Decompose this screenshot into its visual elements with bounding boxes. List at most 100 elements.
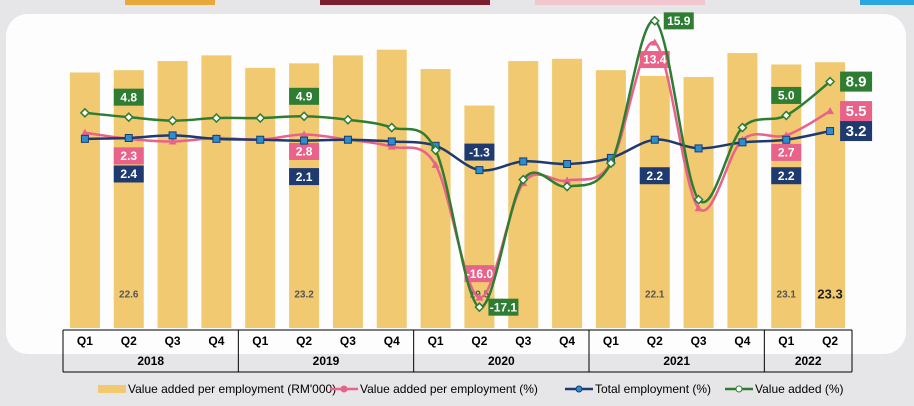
data-label-text: 2.7 — [778, 146, 795, 160]
bar-value-label: 22.1 — [645, 290, 665, 301]
data-label: 3.2 — [840, 121, 873, 142]
x-tick-label: Q4 — [384, 334, 400, 348]
x-tick-label: Q2 — [647, 334, 663, 348]
data-label: 2.2 — [771, 167, 802, 185]
data-label: 2.8 — [289, 143, 320, 161]
bar — [332, 55, 363, 328]
marker — [79, 107, 90, 118]
marker — [123, 112, 134, 123]
x-tick-label: Q1 — [603, 334, 619, 348]
data-label: 5.0 — [771, 86, 802, 104]
x-tick-label: Q3 — [340, 334, 356, 348]
tab — [320, 0, 490, 5]
marker — [519, 157, 528, 166]
data-label-box — [113, 88, 144, 106]
data-label-box — [464, 143, 495, 161]
marker — [343, 135, 352, 144]
data-label-box — [771, 143, 802, 161]
x-group-label: 2022 — [795, 354, 822, 368]
data-label: -1.3 — [464, 143, 495, 161]
data-label: 5.5 — [840, 101, 873, 122]
x-group-label: 2021 — [663, 354, 690, 368]
marker — [168, 131, 177, 140]
bar — [245, 67, 276, 329]
data-label: 13.4 — [639, 51, 670, 69]
legend-swatch — [575, 385, 583, 393]
data-label-box — [289, 143, 320, 161]
bar — [420, 69, 451, 328]
bar — [508, 61, 539, 329]
marker — [693, 194, 704, 205]
x-group-label: 2019 — [313, 354, 340, 368]
x-tick-label: Q3 — [515, 334, 531, 348]
marker — [256, 135, 265, 144]
data-label-text: 4.8 — [120, 90, 137, 104]
bar-value-label: 23.1 — [777, 290, 797, 301]
data-label: 2.1 — [289, 168, 320, 186]
marker — [738, 138, 747, 147]
marker — [300, 136, 309, 145]
marker — [826, 107, 835, 115]
data-label-text: 2.2 — [646, 169, 663, 183]
x-tick-label: Q2 — [121, 334, 137, 348]
x-group-label: 2018 — [137, 354, 164, 368]
data-label-text: 5.5 — [846, 103, 867, 120]
bar — [595, 70, 626, 328]
marker — [826, 127, 835, 136]
data-label-text: 15.9 — [667, 14, 691, 28]
x-tick-label: Q2 — [471, 334, 487, 348]
data-label-box — [289, 168, 320, 186]
data-label-box — [464, 265, 495, 283]
legend-label: Value added (%) — [755, 382, 844, 396]
marker — [80, 128, 89, 136]
x-tick-label: Q1 — [77, 334, 93, 348]
x-group-label: 2020 — [488, 354, 515, 368]
marker — [563, 160, 572, 169]
data-label: 4.9 — [289, 87, 320, 105]
bar — [771, 64, 802, 328]
marker — [737, 122, 748, 133]
bar — [157, 61, 188, 329]
data-label: -17.1 — [488, 298, 519, 316]
legend-label: Value added per employment (RM'000) — [128, 382, 336, 396]
tab — [125, 0, 215, 5]
bar — [201, 55, 232, 328]
x-tick-label: Q4 — [559, 334, 575, 348]
marker — [694, 144, 703, 153]
data-label-text: 2.4 — [120, 167, 137, 181]
data-label-box — [771, 167, 802, 185]
data-label: -16.0 — [464, 265, 495, 283]
bar-value-label: 22.6 — [119, 290, 139, 301]
plot: Q1 Q2 Q3 Q4 Q1 Q2 Q3 Q4 Q1 Q2 Q3 Q4 Q1 Q2 Q3 Q4 Q1 Q22018… — [62, 12, 873, 396]
data-label-box — [771, 86, 802, 104]
data-label-box — [840, 71, 873, 92]
bar-value-label: 23.3 — [817, 286, 842, 301]
data-label-text: -16.0 — [466, 267, 494, 281]
data-label: 2.3 — [113, 147, 144, 165]
data-label-box — [113, 147, 144, 165]
marker — [431, 160, 440, 168]
x-tick-label: Q3 — [691, 334, 707, 348]
data-label-box — [639, 51, 670, 69]
marker — [211, 112, 222, 124]
marker — [781, 110, 792, 121]
bar — [727, 53, 758, 328]
x-tick-label: Q3 — [165, 334, 181, 348]
x-tick-label: Q4 — [208, 334, 224, 348]
data-label-text: -1.3 — [469, 145, 490, 159]
tab — [535, 0, 705, 5]
marker — [300, 130, 309, 138]
data-label: 15.9 — [663, 12, 694, 30]
marker — [650, 38, 659, 46]
marker — [387, 137, 396, 146]
data-label-text: 13.4 — [643, 53, 667, 67]
marker — [212, 134, 221, 143]
marker — [168, 137, 177, 145]
bar — [552, 58, 583, 328]
marker — [80, 134, 89, 143]
marker — [563, 176, 572, 184]
data-label: 2.7 — [771, 143, 802, 161]
data-label-box — [840, 101, 873, 122]
bar-value-label: 23.2 — [294, 290, 314, 301]
